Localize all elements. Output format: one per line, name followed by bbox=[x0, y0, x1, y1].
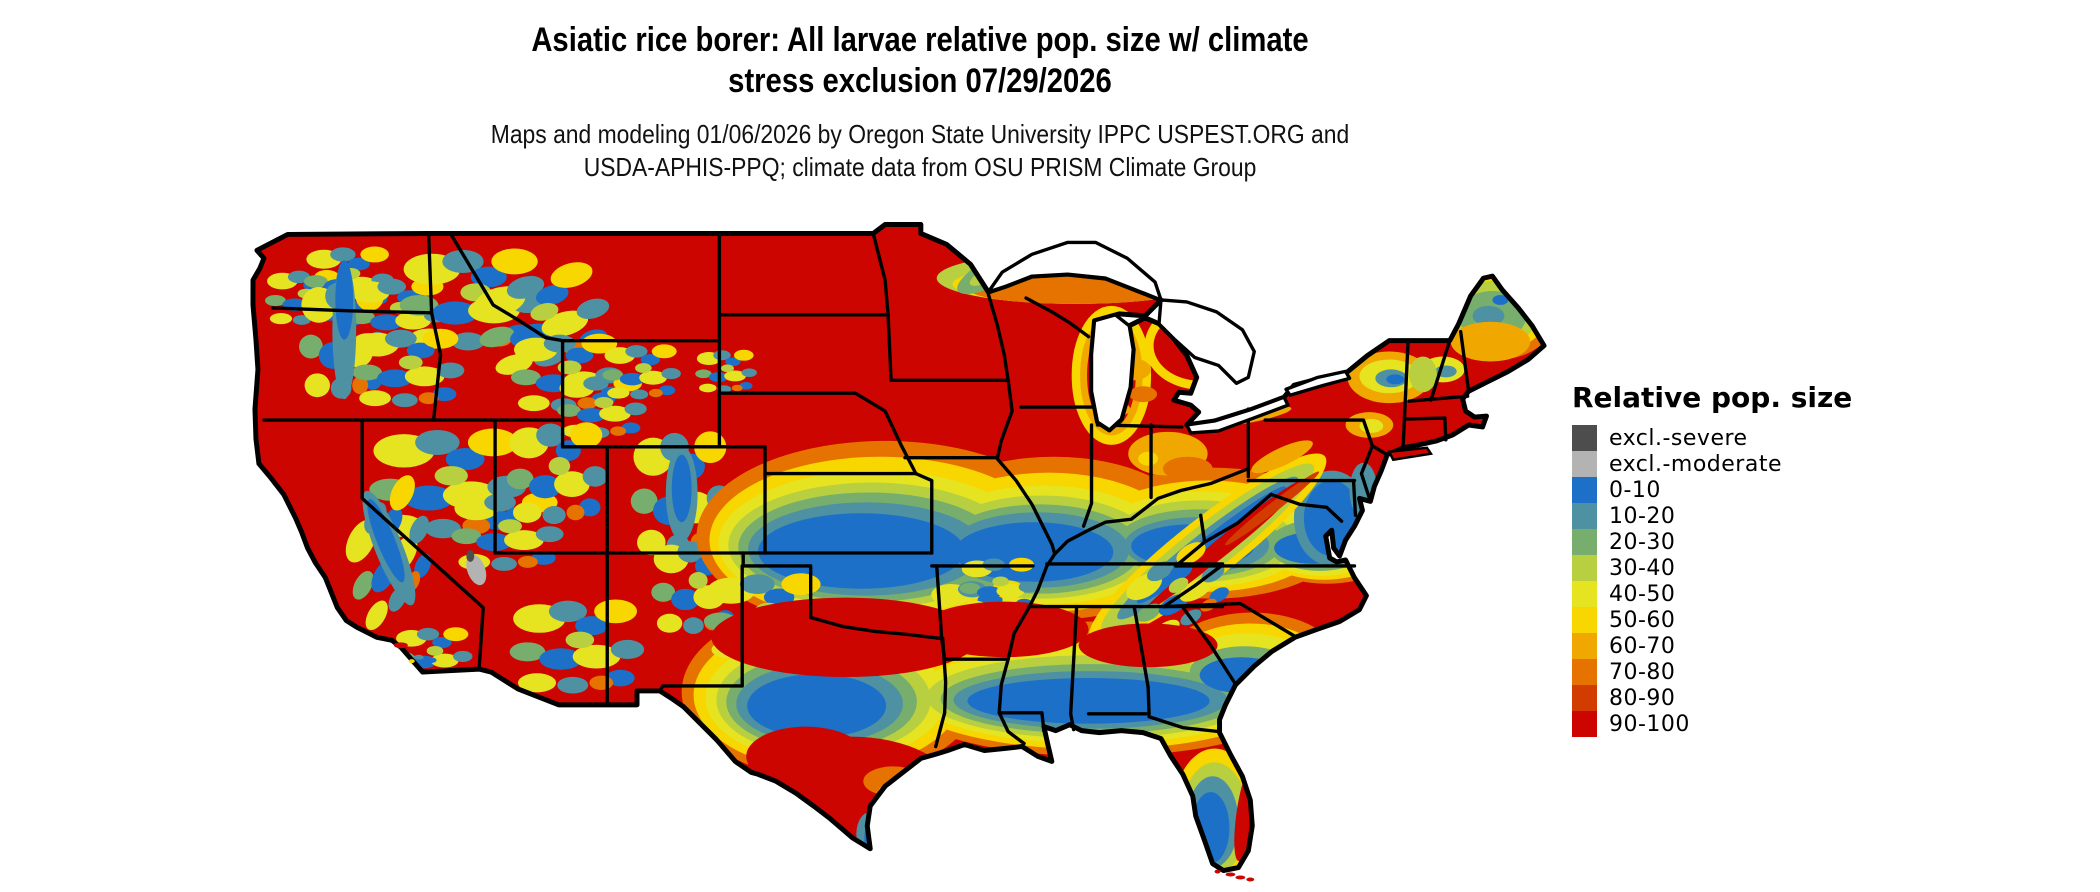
subtitle-line-2: USDA-APHIS-PPQ; climate data from OSU PR… bbox=[583, 152, 1257, 182]
legend-item: 70-80 bbox=[1572, 659, 1852, 685]
page-title: Asiatic rice borer: All larvae relative … bbox=[146, 20, 1694, 102]
legend-item: 10-20 bbox=[1572, 503, 1852, 529]
map-legend: Relative pop. size excl.-severe excl.-mo… bbox=[1572, 381, 1852, 737]
legend-label: excl.-severe bbox=[1609, 425, 1748, 451]
us-map-figure bbox=[250, 218, 1550, 888]
legend-item: excl.-severe bbox=[1572, 425, 1852, 451]
exclusion-moderate-patch bbox=[466, 554, 487, 586]
legend-swatch bbox=[1572, 555, 1597, 581]
legend-swatch bbox=[1572, 659, 1597, 685]
channel-island bbox=[408, 659, 415, 664]
legend-label: 0-10 bbox=[1609, 477, 1661, 503]
title-line-1: Asiatic rice borer: All larvae relative … bbox=[531, 21, 1309, 59]
legend-item: 90-100 bbox=[1572, 711, 1852, 737]
florida-key bbox=[1235, 875, 1246, 880]
legend-swatch bbox=[1572, 607, 1597, 633]
channel-island bbox=[424, 657, 437, 664]
legend-item: 0-10 bbox=[1572, 477, 1852, 503]
legend-title: Relative pop. size bbox=[1572, 381, 1853, 414]
lake-ontario bbox=[1284, 369, 1352, 397]
legend-item: excl.-moderate bbox=[1572, 451, 1852, 477]
legend-label: 60-70 bbox=[1609, 633, 1676, 659]
gulf-band bbox=[681, 604, 1340, 780]
legend-label: 10-20 bbox=[1609, 503, 1676, 529]
legend-label: 30-40 bbox=[1609, 555, 1676, 581]
legend-item: 60-70 bbox=[1572, 633, 1852, 659]
lake-erie bbox=[1185, 395, 1290, 435]
legend-label: 90-100 bbox=[1609, 711, 1690, 737]
florida-mottle bbox=[1172, 748, 1257, 871]
state-borders bbox=[262, 231, 1471, 749]
legend-label: 20-30 bbox=[1609, 529, 1676, 555]
legend-label: excl.-moderate bbox=[1609, 451, 1782, 477]
legend-swatch bbox=[1572, 581, 1597, 607]
legend-swatch bbox=[1572, 711, 1597, 737]
subtitle: Maps and modeling 01/06/2026 by Oregon S… bbox=[128, 118, 1712, 184]
legend-swatch bbox=[1572, 451, 1597, 477]
legend-label: 40-50 bbox=[1609, 581, 1676, 607]
exclusion-severe-patch bbox=[466, 550, 475, 562]
us-map-svg bbox=[250, 222, 1547, 882]
florida-key bbox=[1214, 869, 1221, 874]
legend-swatch bbox=[1572, 425, 1597, 451]
legend-item: 80-90 bbox=[1572, 685, 1852, 711]
florida-key bbox=[1246, 877, 1255, 882]
lake-huron bbox=[1157, 298, 1256, 385]
legend-item: 50-60 bbox=[1572, 607, 1852, 633]
florida-key bbox=[1225, 872, 1236, 877]
legend-item: 30-40 bbox=[1572, 555, 1852, 581]
islands bbox=[393, 446, 1434, 882]
header: Asiatic rice borer: All larvae relative … bbox=[20, 20, 1820, 184]
channel-island bbox=[413, 654, 424, 660]
legend-item: 40-50 bbox=[1572, 581, 1852, 607]
legend-label: 80-90 bbox=[1609, 685, 1676, 711]
lake-superior bbox=[986, 240, 1163, 302]
legend-label: 70-80 bbox=[1609, 659, 1676, 685]
lake-michigan bbox=[1089, 313, 1135, 432]
legend-swatch bbox=[1572, 477, 1597, 503]
channel-island bbox=[393, 642, 408, 649]
long-island bbox=[1387, 446, 1434, 462]
legend-swatch bbox=[1572, 503, 1597, 529]
title-line-2: stress exclusion 07/29/2026 bbox=[728, 62, 1112, 100]
legend-swatch bbox=[1572, 685, 1597, 711]
legend-item: 20-30 bbox=[1572, 529, 1852, 555]
legend-swatch bbox=[1572, 529, 1597, 555]
legend-label: 50-60 bbox=[1609, 607, 1676, 633]
great-lakes bbox=[986, 240, 1352, 435]
legend-swatch bbox=[1572, 633, 1597, 659]
subtitle-line-1: Maps and modeling 01/06/2026 by Oregon S… bbox=[490, 119, 1350, 149]
